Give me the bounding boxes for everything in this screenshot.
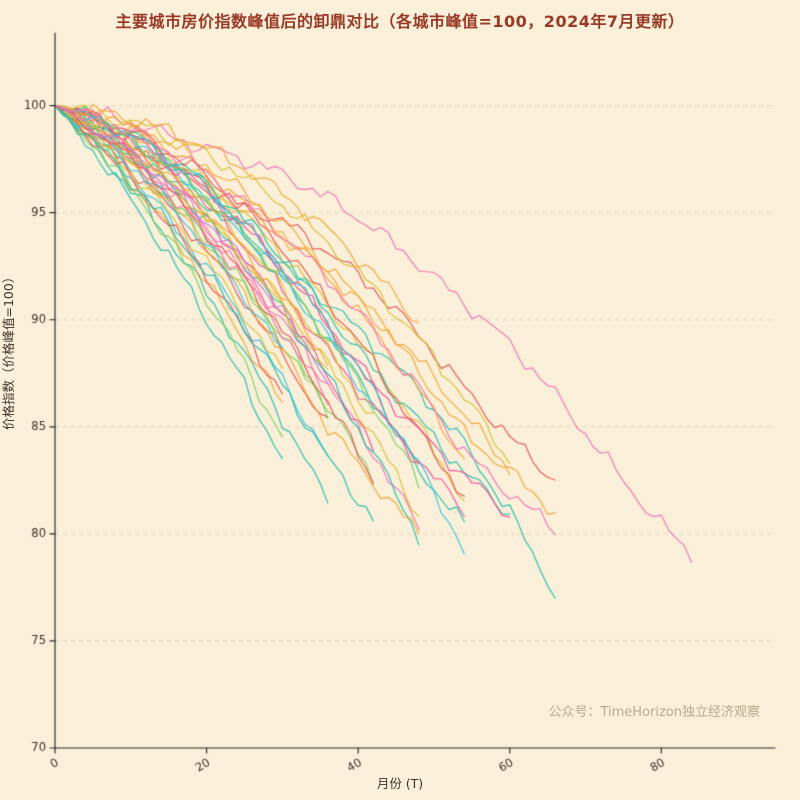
watermark: 公众号：TimeHorizon独立经济观察 xyxy=(548,705,760,720)
x-axis-label: 月份 (T) xyxy=(376,776,424,791)
page-title: 主要城市房价指数峰值后的卸鼎对比（各城市峰值=100，2024年7月更新） xyxy=(115,12,685,31)
y-axis-label: 价格指数（价格峰值=100） xyxy=(1,270,16,430)
